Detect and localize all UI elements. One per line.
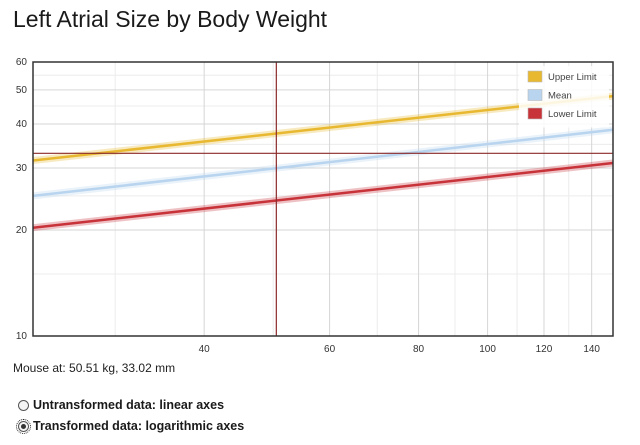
option-linear-axes[interactable]: Untransformed data: linear axes — [18, 398, 224, 412]
legend-swatch — [527, 107, 543, 120]
y-tick-label: 60 — [16, 57, 28, 68]
chart-title: Left Atrial Size by Body Weight — [13, 6, 328, 32]
legend-swatch — [527, 89, 543, 101]
x-tick-label: 100 — [479, 344, 496, 355]
radio-log-axes[interactable] — [16, 418, 31, 434]
legend-swatch — [527, 70, 543, 83]
x-tick-label: 80 — [413, 344, 425, 355]
option-linear-axes-label: Untransformed data: linear axes — [33, 398, 225, 412]
legend-label: Lower Limit — [548, 109, 597, 120]
x-tick-label: 60 — [324, 344, 336, 355]
mouse-readout: Mouse at: 50.51 kg, 33.02 mm — [13, 361, 176, 375]
legend-label: Mean — [548, 91, 572, 102]
y-tick-label: 50 — [16, 85, 28, 96]
series-line — [32, 94, 614, 162]
y-tick-label: 20 — [16, 225, 28, 236]
y-tick-label: 10 — [16, 331, 28, 342]
option-log-axes-label: Transformed data: logarithmic axes — [33, 419, 245, 433]
y-tick-label: 40 — [16, 119, 28, 130]
plot-border — [32, 61, 614, 337]
series-line — [32, 128, 614, 198]
option-log-axes[interactable]: Transformed data: logarithmic axes — [16, 418, 245, 434]
x-tick-label: 140 — [583, 344, 600, 355]
x-tick-label: 40 — [199, 344, 211, 355]
radio-linear-axes[interactable] — [18, 399, 29, 411]
legend-label: Upper Limit — [548, 72, 597, 83]
x-tick-label: 120 — [536, 344, 553, 355]
series-line — [32, 161, 614, 229]
y-tick-label: 30 — [16, 163, 28, 174]
